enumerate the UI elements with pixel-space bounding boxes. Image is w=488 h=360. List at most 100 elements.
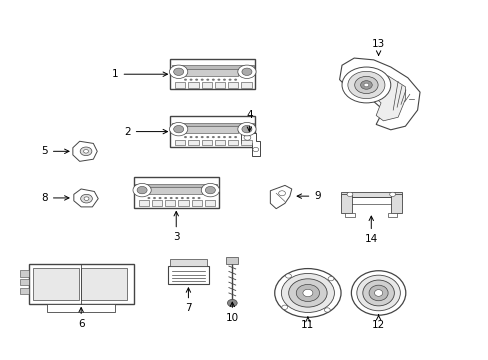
Circle shape [201, 78, 203, 81]
Bar [20, 270, 29, 276]
Circle shape [84, 197, 89, 201]
Circle shape [327, 276, 333, 281]
Circle shape [242, 126, 251, 133]
Circle shape [183, 136, 186, 138]
Polygon shape [74, 189, 98, 207]
Bar [171, 66, 253, 73]
Bar [29, 264, 133, 304]
Bar [226, 257, 238, 264]
Circle shape [192, 197, 195, 199]
Bar [241, 140, 251, 145]
Bar [170, 116, 255, 147]
Circle shape [288, 279, 326, 307]
Circle shape [285, 274, 291, 278]
Circle shape [363, 83, 368, 87]
Circle shape [147, 197, 150, 199]
Ellipse shape [374, 290, 382, 296]
Bar [340, 192, 401, 197]
Bar [135, 184, 217, 191]
Bar [228, 140, 238, 145]
Circle shape [173, 126, 183, 133]
Circle shape [228, 78, 231, 81]
Circle shape [201, 136, 203, 138]
Bar [345, 213, 354, 217]
Circle shape [274, 269, 340, 318]
Circle shape [173, 68, 183, 76]
Circle shape [133, 183, 151, 197]
Bar [188, 82, 198, 87]
Text: 6: 6 [78, 307, 84, 329]
Text: 9: 9 [297, 191, 320, 201]
Circle shape [237, 122, 256, 136]
Text: 1: 1 [112, 69, 167, 79]
Circle shape [181, 197, 183, 199]
Bar [152, 201, 162, 206]
Text: 14: 14 [364, 216, 377, 244]
Text: 12: 12 [371, 315, 385, 330]
Polygon shape [358, 74, 405, 121]
Text: 10: 10 [225, 302, 238, 323]
Bar [33, 268, 79, 300]
Circle shape [201, 183, 219, 197]
Text: 7: 7 [185, 288, 191, 314]
Bar [170, 59, 255, 89]
Bar [149, 187, 202, 194]
Circle shape [234, 136, 237, 138]
Circle shape [389, 192, 395, 197]
Circle shape [227, 300, 237, 307]
Circle shape [169, 65, 187, 78]
Bar [191, 201, 202, 206]
Bar [171, 123, 253, 130]
Circle shape [360, 81, 371, 89]
Text: 11: 11 [301, 317, 314, 330]
Circle shape [183, 78, 186, 81]
Bar [47, 304, 115, 312]
Bar [188, 140, 198, 145]
Circle shape [217, 136, 220, 138]
Polygon shape [73, 141, 97, 161]
Circle shape [195, 136, 198, 138]
Circle shape [206, 78, 209, 81]
Circle shape [83, 149, 88, 153]
Bar [215, 82, 224, 87]
Bar [185, 69, 238, 76]
Text: 4: 4 [245, 111, 252, 131]
Circle shape [346, 192, 352, 197]
Circle shape [228, 136, 231, 138]
Text: 5: 5 [41, 146, 69, 156]
Polygon shape [339, 58, 419, 130]
Bar [387, 213, 397, 217]
Circle shape [175, 197, 178, 199]
Circle shape [296, 284, 319, 301]
Bar [340, 194, 351, 213]
Text: 3: 3 [173, 211, 179, 242]
Circle shape [281, 274, 334, 312]
Bar [170, 259, 206, 266]
Bar [215, 140, 224, 145]
Polygon shape [270, 185, 291, 209]
Circle shape [347, 71, 384, 99]
Bar [167, 266, 209, 284]
Circle shape [211, 136, 214, 138]
Circle shape [169, 197, 172, 199]
Text: 8: 8 [41, 193, 69, 203]
Circle shape [324, 308, 329, 312]
Circle shape [252, 147, 258, 152]
Bar [175, 140, 185, 145]
Circle shape [189, 136, 192, 138]
Bar [241, 82, 251, 87]
Ellipse shape [368, 285, 387, 301]
Circle shape [153, 197, 156, 199]
Ellipse shape [362, 280, 393, 306]
Bar [133, 177, 219, 208]
Circle shape [189, 78, 192, 81]
Circle shape [211, 78, 214, 81]
Polygon shape [240, 133, 260, 156]
Circle shape [80, 147, 92, 156]
Circle shape [302, 289, 312, 297]
Bar [165, 201, 175, 206]
Text: 2: 2 [124, 127, 167, 136]
Circle shape [217, 78, 220, 81]
Circle shape [234, 78, 237, 81]
Circle shape [158, 197, 161, 199]
